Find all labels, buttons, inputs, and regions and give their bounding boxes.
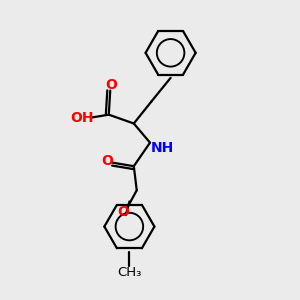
Text: O: O (101, 154, 113, 168)
Text: OH: OH (70, 111, 93, 124)
Text: O: O (118, 205, 129, 218)
Text: NH: NH (151, 141, 174, 154)
Text: O: O (105, 78, 117, 92)
Text: CH₃: CH₃ (117, 266, 142, 279)
